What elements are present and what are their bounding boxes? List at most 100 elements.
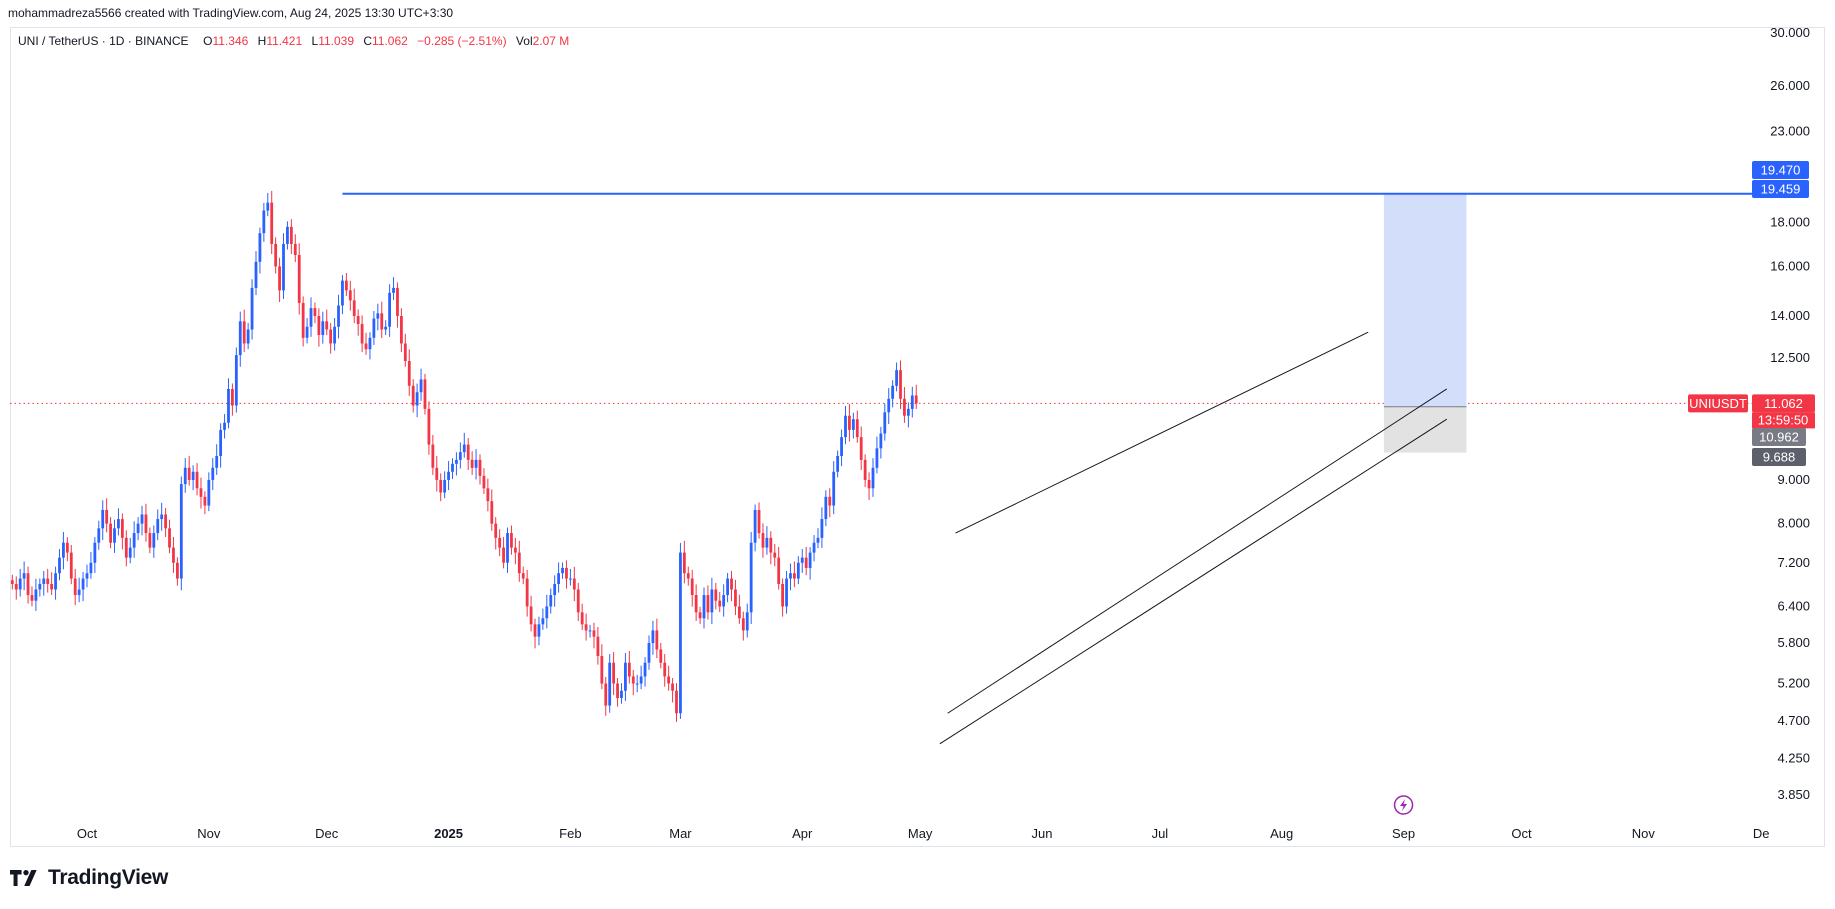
candle-body[interactable] — [777, 557, 781, 584]
candle-body[interactable] — [22, 573, 26, 579]
candle-body[interactable] — [844, 415, 847, 438]
candle-body[interactable] — [624, 662, 627, 691]
candle-body[interactable] — [521, 573, 525, 579]
candle-body[interactable] — [152, 533, 156, 548]
candle-body[interactable] — [305, 326, 309, 338]
candle-body[interactable] — [85, 573, 89, 579]
candle-body[interactable] — [128, 547, 132, 558]
candle-body[interactable] — [132, 533, 136, 548]
candle-body[interactable] — [443, 479, 447, 493]
candle-body[interactable] — [647, 643, 651, 663]
candle-body[interactable] — [376, 313, 380, 319]
candle-body[interactable] — [289, 226, 293, 244]
candle-body[interactable] — [608, 662, 612, 706]
candle-body[interactable] — [195, 471, 199, 489]
candle-body[interactable] — [254, 261, 258, 288]
candle-body[interactable] — [596, 636, 600, 657]
candle-body[interactable] — [321, 321, 325, 336]
candle-body[interactable] — [470, 459, 474, 468]
candle-body[interactable] — [309, 308, 313, 327]
candle-body[interactable] — [462, 444, 466, 453]
candle-body[interactable] — [144, 514, 148, 534]
candle-body[interactable] — [191, 471, 195, 480]
candle-body[interactable] — [215, 455, 219, 468]
candle-body[interactable] — [510, 533, 513, 548]
candle-body[interactable] — [203, 496, 207, 506]
candle-body[interactable] — [679, 552, 682, 714]
candle-body[interactable] — [671, 683, 674, 691]
candle-body[interactable] — [234, 355, 238, 406]
candle-body[interactable] — [906, 408, 910, 416]
candle-body[interactable] — [26, 573, 30, 596]
candle-body[interactable] — [348, 290, 352, 301]
target-zone[interactable] — [1383, 193, 1467, 407]
candle-body[interactable] — [698, 612, 702, 619]
candle-body[interactable] — [419, 379, 423, 393]
candle-body[interactable] — [867, 479, 871, 489]
candle-body[interactable] — [81, 578, 85, 590]
candle-body[interactable] — [828, 496, 832, 506]
candle-body[interactable] — [411, 385, 415, 406]
candle-body[interactable] — [427, 408, 431, 445]
candle-body[interactable] — [223, 422, 226, 430]
candle-body[interactable] — [899, 370, 902, 399]
candle-body[interactable] — [502, 547, 505, 563]
candle-body[interactable] — [513, 547, 517, 553]
candle-body[interactable] — [97, 528, 101, 543]
candle-body[interactable] — [30, 595, 34, 601]
candle-body[interactable] — [227, 388, 230, 423]
candle-body[interactable] — [10, 580, 14, 584]
candle-body[interactable] — [769, 537, 773, 553]
candle-body[interactable] — [246, 329, 250, 344]
candle-body[interactable] — [486, 488, 490, 502]
candle-body[interactable] — [793, 573, 796, 579]
candle-body[interactable] — [262, 210, 266, 234]
candle-body[interactable] — [643, 662, 647, 677]
candle-body[interactable] — [490, 501, 494, 524]
candle-body[interactable] — [812, 542, 816, 553]
candle-body[interactable] — [435, 467, 439, 480]
candle-body[interactable] — [887, 398, 891, 413]
candle-body[interactable] — [482, 475, 486, 489]
candle-body[interactable] — [561, 567, 564, 574]
candle-body[interactable] — [388, 292, 392, 327]
candle-body[interactable] — [219, 429, 223, 456]
candle-body[interactable] — [765, 537, 769, 548]
candle-body[interactable] — [635, 683, 639, 685]
candle-body[interactable] — [631, 676, 635, 684]
candle-body[interactable] — [773, 552, 777, 558]
candle-body[interactable] — [325, 321, 329, 330]
candle-body[interactable] — [553, 583, 557, 596]
candle-body[interactable] — [372, 318, 376, 338]
candle-body[interactable] — [545, 606, 549, 619]
candle-body[interactable] — [274, 243, 278, 267]
candle-body[interactable] — [403, 343, 407, 362]
candle-body[interactable] — [364, 343, 368, 350]
candle-body[interactable] — [34, 589, 38, 601]
candle-body[interactable] — [883, 412, 887, 434]
candle-body[interactable] — [286, 226, 289, 244]
candle-body[interactable] — [466, 444, 470, 460]
candle-body[interactable] — [54, 573, 57, 590]
candle-body[interactable] — [317, 315, 321, 336]
candle-body[interactable] — [156, 519, 160, 534]
candle-body[interactable] — [140, 514, 144, 524]
candle-body[interactable] — [451, 463, 454, 472]
candle-body[interactable] — [580, 612, 584, 625]
tradingview-logo[interactable]: TradingView — [10, 866, 168, 890]
candle-body[interactable] — [447, 471, 450, 480]
candle-body[interactable] — [686, 573, 690, 579]
candle-body[interactable] — [50, 583, 54, 590]
candle-body[interactable] — [836, 455, 840, 472]
candle-body[interactable] — [458, 452, 462, 460]
candle-body[interactable] — [549, 595, 553, 607]
candle-body[interactable] — [730, 578, 733, 590]
candle-body[interactable] — [525, 578, 529, 607]
candle-body[interactable] — [824, 496, 828, 520]
candle-body[interactable] — [808, 552, 812, 568]
candle-body[interactable] — [431, 444, 435, 468]
candle-body[interactable] — [231, 388, 234, 406]
candle-body[interactable] — [891, 385, 895, 399]
candle-body[interactable] — [533, 624, 537, 637]
candle-body[interactable] — [360, 324, 364, 344]
